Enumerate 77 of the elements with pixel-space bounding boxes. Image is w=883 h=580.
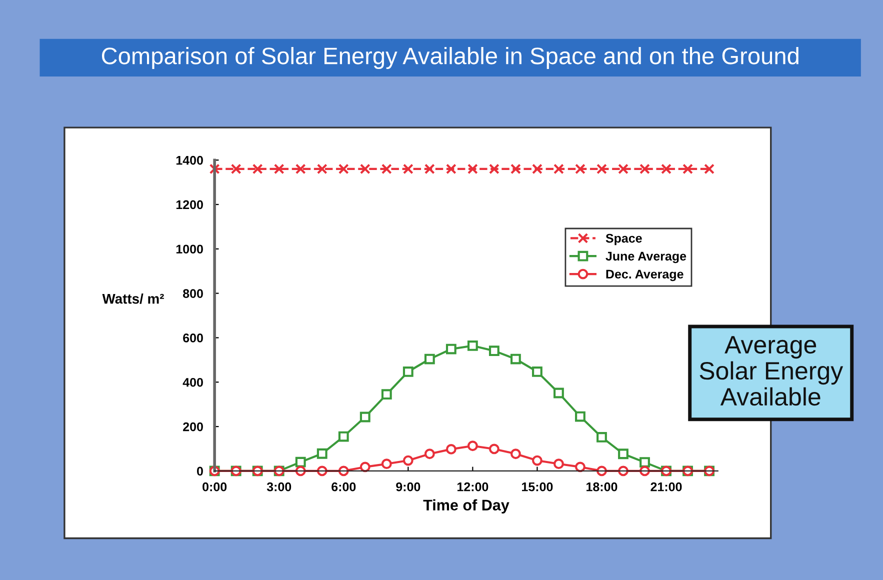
point	[338, 466, 349, 476]
point	[402, 455, 414, 466]
y-tick-label: 1400	[176, 156, 203, 165]
point	[510, 448, 521, 460]
point	[295, 456, 306, 468]
legend-label: June Average	[606, 252, 686, 264]
point	[640, 457, 650, 468]
point	[532, 366, 542, 377]
point	[381, 389, 392, 400]
point	[596, 164, 607, 174]
point	[554, 458, 564, 470]
point	[682, 164, 693, 174]
point	[252, 164, 263, 174]
point	[554, 164, 564, 174]
legend-label: Space	[606, 234, 642, 246]
point	[488, 164, 500, 174]
point	[661, 164, 672, 174]
point	[704, 164, 714, 174]
point	[424, 448, 435, 460]
point	[402, 164, 414, 174]
point	[467, 164, 478, 174]
y-axis-title: Watts/ m²	[102, 294, 164, 304]
point	[446, 344, 456, 354]
point	[338, 431, 349, 442]
x-tick-label: 9:00	[396, 482, 420, 492]
point	[338, 164, 349, 174]
point	[316, 448, 328, 459]
point	[532, 164, 542, 174]
y-tick-label: 200	[183, 422, 203, 432]
point	[575, 411, 586, 422]
chart-title: Comparison of Solar Energy Available in Space and on the Ground	[102, 46, 798, 70]
point	[295, 164, 306, 174]
annotation: Average Solar Energy Available	[700, 336, 844, 406]
x-tick-label: 12:00	[457, 482, 488, 492]
point	[575, 164, 586, 174]
point	[209, 164, 220, 174]
point	[402, 366, 414, 377]
point	[446, 164, 456, 174]
y-tick-label: 600	[183, 334, 203, 342]
x-tick-label: 0:00	[202, 482, 227, 492]
point	[381, 164, 392, 174]
legend-label: Dec. Average	[606, 270, 684, 282]
point	[274, 164, 284, 174]
point	[510, 164, 521, 174]
point	[596, 466, 607, 476]
x-tick-label: 18:00	[586, 482, 618, 492]
point	[467, 340, 478, 351]
y-tick-label: 800	[183, 289, 203, 298]
point	[360, 412, 370, 422]
point	[381, 458, 392, 470]
y-tick-label: 1000	[176, 244, 203, 254]
x-tick-label: 6:00	[332, 482, 356, 492]
point	[488, 444, 500, 454]
point	[360, 462, 370, 472]
point	[640, 164, 650, 174]
point	[488, 346, 500, 356]
y-tick-label: 0	[197, 466, 203, 476]
point	[532, 455, 542, 466]
point	[424, 354, 435, 364]
point	[510, 354, 521, 364]
point	[446, 444, 456, 454]
point	[618, 164, 628, 174]
x-tick-label: 21:00	[650, 482, 682, 492]
point	[230, 164, 242, 174]
point	[575, 462, 586, 472]
x-tick-label: 15:00	[522, 482, 553, 492]
x-axis-title: Time of Day	[423, 499, 510, 514]
point	[467, 440, 478, 452]
point	[596, 432, 607, 442]
y-tick-label: 400	[182, 378, 203, 387]
point	[316, 164, 328, 174]
point	[618, 448, 628, 460]
point	[360, 164, 370, 174]
point	[424, 164, 435, 174]
point	[554, 388, 564, 398]
y-tick-label: 1200	[176, 200, 203, 210]
x-tick-label: 3:00	[266, 482, 292, 492]
